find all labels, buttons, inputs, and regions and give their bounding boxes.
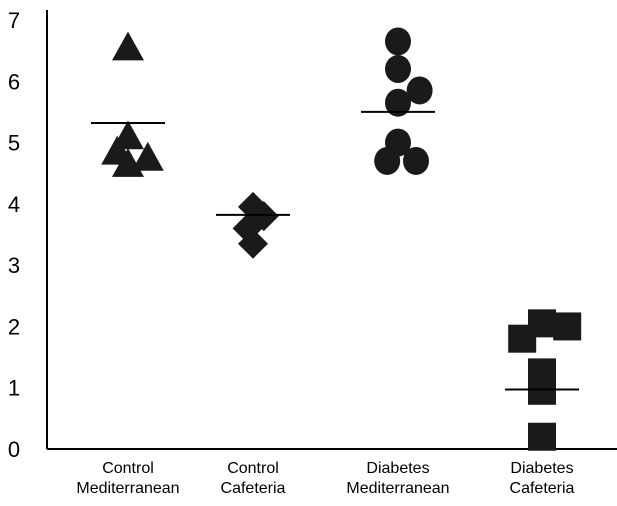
x-category-label: Diabetes Mediterranean: [346, 460, 449, 497]
x-category-label-line: Cafeteria: [510, 480, 575, 497]
circle-marker: [406, 76, 433, 105]
square-marker: [508, 324, 537, 353]
y-tick-labels: 0 1 2 3 4 5 6 7: [8, 8, 20, 462]
circle-marker: [385, 88, 411, 117]
square-marker: [528, 422, 556, 451]
y-tick-label: 1: [8, 376, 20, 401]
x-category-label-line: Cafeteria: [221, 480, 286, 497]
square-marker: [553, 312, 582, 341]
y-tick-label: 5: [8, 131, 20, 156]
x-category-label: Diabetes Cafeteria: [510, 460, 575, 497]
y-tick-label: 4: [8, 192, 20, 217]
mean-lines: [91, 110, 579, 391]
triangle-marker: [112, 31, 144, 61]
x-category-label-line: Control: [102, 460, 154, 477]
x-category-label-line: Mediterranean: [346, 480, 449, 497]
triangle-marker: [112, 148, 144, 177]
circle-marker: [374, 146, 401, 175]
x-category-label: Control Cafeteria: [221, 460, 286, 497]
circle-marker: [385, 55, 411, 84]
axes: [46, 10, 617, 450]
x-category-label-line: Diabetes: [366, 460, 429, 477]
y-tick-label: 0: [8, 437, 20, 462]
y-tick-label: 2: [8, 314, 20, 339]
x-category-label-line: Control: [227, 460, 279, 477]
circle-marker: [403, 146, 429, 175]
y-tick-label: 7: [8, 8, 20, 33]
y-tick-label: 3: [8, 253, 20, 278]
x-category-label: Control Mediterranean: [76, 460, 179, 497]
data-markers: [101, 27, 582, 451]
x-category-label-line: Diabetes: [510, 460, 573, 477]
circle-marker: [385, 27, 411, 56]
x-category-label-line: Mediterranean: [76, 480, 179, 497]
triangle-marker: [131, 141, 164, 171]
diamond-marker: [238, 228, 268, 259]
y-tick-label: 6: [8, 69, 20, 94]
square-marker: [528, 376, 556, 405]
diamond-marker: [248, 201, 279, 232]
